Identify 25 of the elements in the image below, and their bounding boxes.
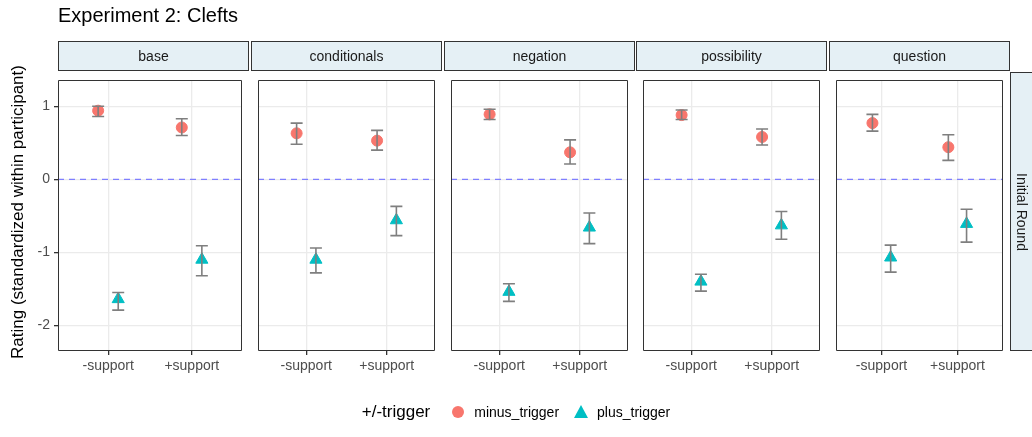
x-tick-label: +support (164, 357, 220, 374)
chart-title: base (58, 41, 249, 71)
y-tick-label: 0 (42, 170, 51, 187)
legend-label: plus_trigger (597, 404, 671, 420)
text: Experiment 2: Clefts (58, 4, 239, 27)
y-axis-title: Rating (standardized within participant) (8, 65, 28, 359)
legend-label: minus_trigger (474, 404, 560, 420)
text: Initial Round (1014, 172, 1030, 251)
chart-title: question (829, 41, 1010, 71)
x-tick-label: -support (473, 357, 526, 374)
x-tick-label: -support (280, 357, 333, 374)
x-tick-label: +support (930, 357, 985, 374)
x-tick-label: +support (552, 357, 608, 374)
chart-title: possibility (636, 41, 827, 71)
x-tick-label: -support (855, 357, 908, 374)
y-tick-label: -1 (37, 243, 51, 260)
y-tick-label: 1 (42, 97, 51, 114)
x-tick-label: +support (744, 357, 800, 374)
x-tick-label: -support (665, 357, 718, 374)
x-tick-label: -support (82, 357, 134, 374)
chart-title: conditionals (251, 41, 442, 71)
y-tick-label: -2 (37, 316, 51, 333)
x-tick-label: +support (359, 357, 415, 374)
legend-title: +/-trigger (361, 402, 431, 422)
chart-title: negation (444, 41, 635, 71)
